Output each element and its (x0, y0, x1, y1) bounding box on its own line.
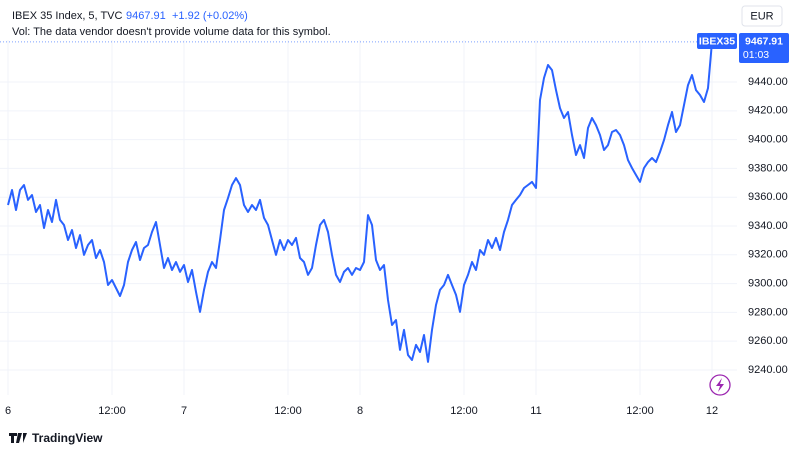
symbol-tag-bg (697, 33, 737, 49)
x-tick-label: 12:00 (450, 405, 478, 417)
grid (0, 40, 737, 395)
price-tag: 9467.91 (745, 35, 783, 47)
x-tick-label: 12:00 (98, 405, 126, 417)
price-change: +1.92 (+0.02%) (172, 10, 248, 22)
y-tick-label: 9300.00 (748, 277, 788, 289)
symbol-tag: IBEX35 (699, 35, 735, 47)
brand-logo (9, 433, 27, 443)
x-tick-label: 12 (706, 405, 718, 417)
y-tick-label: 9400.00 (748, 134, 788, 146)
currency[interactable]: EUR (750, 10, 773, 22)
y-tick-label: 9360.00 (748, 191, 788, 203)
currency-button[interactable] (741, 5, 783, 27)
y-tick-label: 9380.00 (748, 162, 788, 174)
plot (0, 41, 737, 363)
x-tick-label: 8 (357, 405, 363, 417)
last-price: 9467.91 (126, 10, 166, 22)
y-tick-label: 9240.00 (748, 364, 788, 376)
alert-bolt (716, 378, 724, 392)
x-tick-label: 6 (5, 405, 11, 417)
x-tick-label: 11 (530, 405, 541, 417)
y-tick-label: 9340.00 (748, 220, 788, 232)
brand: TradingView (32, 431, 103, 445)
y-tick-label: 9420.00 (748, 105, 788, 117)
y-tick-label: 9320.00 (748, 249, 788, 261)
y-tick-label: 9440.00 (748, 76, 788, 88)
x-tick-label: 7 (181, 405, 187, 417)
price-tag-bg (739, 33, 789, 63)
x-tick-label: 12:00 (274, 405, 302, 417)
x-tick-label: 12:00 (626, 405, 654, 417)
y-tick-label: 9260.00 (748, 335, 788, 347)
y-tick-label: 9280.00 (748, 306, 788, 318)
countdown: 01:03 (743, 49, 769, 61)
price-line (7, 41, 713, 363)
chart-title: IBEX 35 Index, 5, TVC (12, 10, 123, 22)
volume-note: Vol: The data vendor doesn't provide vol… (12, 26, 331, 38)
